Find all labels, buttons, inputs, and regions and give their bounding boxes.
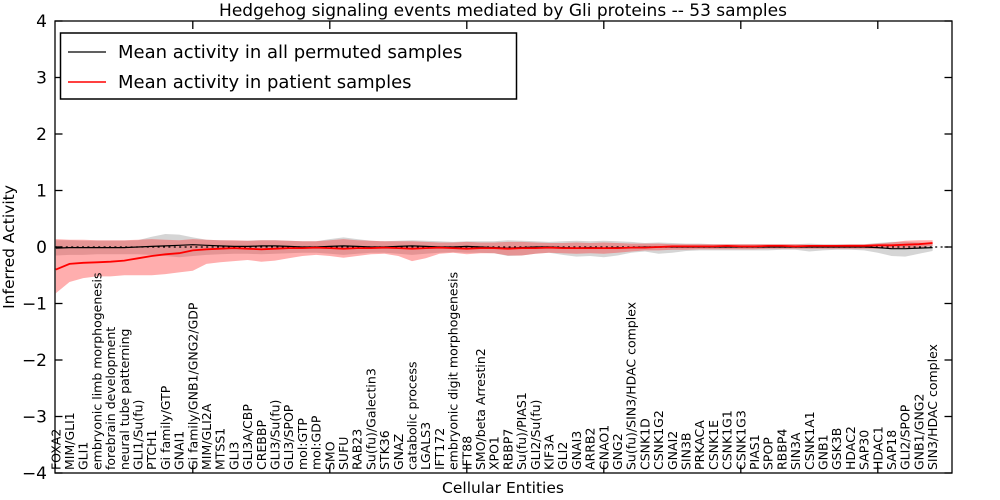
x-category-label: Gi family/GNB1/GNG2/GDP — [185, 302, 200, 470]
x-category-label: XPO1 — [487, 436, 502, 470]
x-category-label: GLI3/SPOP — [281, 404, 296, 470]
x-axis-label: Cellular Entities — [442, 479, 564, 497]
y-axis-ticks: −4 −3 −2 −1 0 1 2 3 4 — [22, 12, 952, 484]
x-category-label: HDAC1 — [870, 426, 885, 470]
x-category-label: CSNK1G2 — [651, 410, 666, 470]
x-category-label: GLI3A/CBP — [240, 404, 255, 470]
chart-title: Hedgehog signaling events mediated by Gl… — [219, 1, 787, 21]
x-category-label: CSNK1G1 — [720, 410, 735, 470]
y-tick-label: 3 — [36, 69, 47, 89]
x-category-label: mol:GTP — [295, 418, 310, 470]
x-category-label: GLI1 — [76, 442, 91, 470]
x-category-label: CSNK1E — [706, 420, 721, 470]
x-category-label: PTCH1 — [144, 429, 159, 470]
y-tick-label: −4 — [22, 464, 47, 484]
x-category-label: GNAI2 — [665, 431, 680, 470]
x-category-label: FOXA2 — [48, 429, 63, 470]
x-category-label: GNG2 — [610, 433, 625, 470]
y-tick-label: −1 — [22, 295, 47, 315]
x-category-label: GNB1/GNG2 — [911, 394, 926, 470]
x-category-label: ARRB2 — [583, 428, 598, 470]
x-category-label: SIN3A — [788, 432, 803, 470]
x-category-label: CSNK1D — [637, 418, 652, 470]
x-category-label: GLI2/Su(fu) — [528, 400, 543, 470]
legend-label-permuted: Mean activity in all permuted samples — [118, 42, 462, 63]
x-category-label: Su(fu)/SIN3/HDAC complex — [624, 302, 639, 470]
x-category-label: SAP30 — [857, 430, 872, 470]
x-category-label: RBBP4 — [774, 429, 789, 470]
y-tick-label: −2 — [22, 351, 47, 371]
x-category-label: IFT88 — [459, 436, 474, 470]
patient-mean-line — [55, 242, 933, 271]
confidence-bands — [55, 234, 933, 294]
x-category-label: GNAO1 — [596, 425, 611, 470]
x-category-label: neural tube patterning — [117, 329, 132, 470]
x-category-label: catabolic process — [405, 361, 420, 470]
x-category-label: Gi family/GTP — [158, 385, 173, 470]
x-category-label: GNAZ — [391, 434, 406, 470]
x-category-label: GLI2/SPOP — [898, 404, 913, 470]
x-category-label: CSNK1G3 — [733, 410, 748, 470]
patient-samples-std-band — [55, 239, 933, 294]
y-axis-label: Inferred Activity — [0, 185, 18, 309]
y-tick-label: 0 — [36, 238, 47, 258]
x-category-label: Su(fu)/PIAS1 — [514, 392, 529, 470]
x-category-label: MIM/GLI1 — [62, 412, 77, 470]
x-category-label: GLI2 — [555, 442, 570, 470]
x-category-label: mol:GDP — [309, 415, 324, 470]
x-category-label: SMO/beta Arrestin2 — [473, 348, 488, 470]
x-category-label: SIN3B — [679, 433, 694, 471]
x-category-label: GLI3/Su(fu) — [268, 400, 283, 470]
x-category-label: forebrain development — [103, 327, 118, 470]
x-category-label: embryonic limb morphogenesis — [89, 273, 104, 470]
x-category-label: MIM/GLI2A — [199, 403, 214, 470]
x-category-label: LGALS3 — [418, 422, 433, 470]
x-category-label: GSK3B — [829, 428, 844, 470]
x-axis-ticks — [192, 21, 879, 473]
legend-box — [59, 32, 518, 100]
x-category-label: Su(fu)/Galectin3 — [363, 368, 378, 470]
x-category-label: CSNK1A1 — [802, 411, 817, 470]
y-tick-label: 1 — [36, 182, 47, 202]
x-category-label: GLI3 — [226, 442, 241, 470]
x-category-label: embryonic digit morphogenesis — [446, 272, 461, 470]
x-category-label: RAB23 — [350, 429, 365, 470]
x-category-label: SAP18 — [884, 430, 899, 470]
x-category-label: SIN3/HDAC complex — [925, 344, 940, 470]
x-category-label: SUFU — [336, 437, 351, 470]
x-category-label: IFT172 — [432, 428, 447, 470]
y-tick-label: −3 — [22, 408, 47, 428]
legend-label-patient: Mean activity in patient samples — [118, 72, 412, 93]
x-category-label: GLI1/Su(fu) — [131, 400, 146, 470]
y-tick-label: 2 — [36, 125, 47, 145]
x-category-label: PRKACA — [692, 420, 707, 470]
x-category-label: RBBP7 — [500, 429, 515, 470]
x-category-label: SPOP — [761, 437, 776, 470]
legend: Mean activity in all permuted samples Me… — [59, 32, 518, 100]
x-category-label: STK36 — [377, 430, 392, 470]
x-category-label: MTSS1 — [213, 428, 228, 470]
x-category-label: PIAS1 — [747, 434, 762, 470]
x-category-label: SMO — [322, 441, 337, 470]
y-tick-label: 4 — [36, 12, 47, 32]
x-category-label: GNB1 — [816, 434, 831, 470]
permuted-samples-std-band — [55, 234, 933, 258]
x-category-label: GNAI1 — [172, 431, 187, 470]
x-category-label: KIF3A — [542, 434, 557, 470]
x-category-label: GNAI3 — [569, 431, 584, 470]
x-category-label: HDAC2 — [843, 426, 858, 470]
x-category-label: CREBBP — [254, 420, 269, 470]
